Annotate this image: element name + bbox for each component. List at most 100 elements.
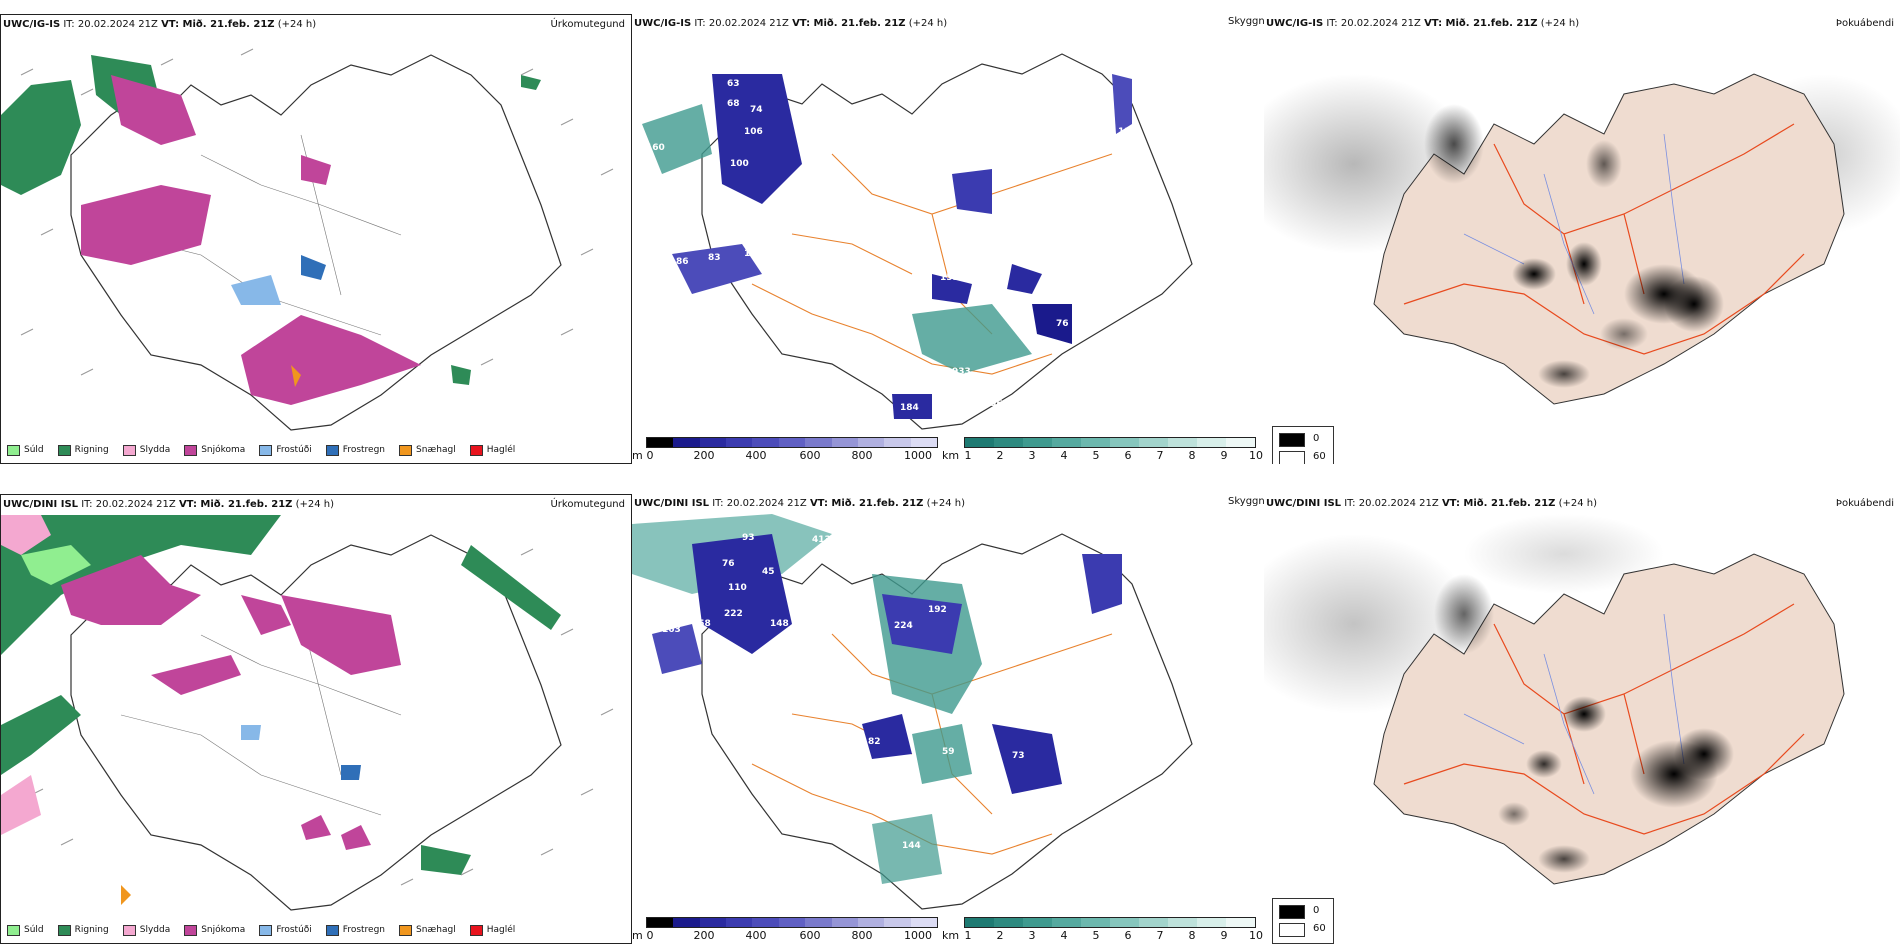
vis-value: 222 [724,609,743,619]
vis-value: 933 [952,367,971,377]
precip-map [1,515,614,911]
vis-value: 86 [676,257,689,267]
legend-item-freezing-drizzle: Frostúði [259,444,312,456]
param-title: Þokuábendi [1835,18,1894,29]
vis-value: 158 [692,619,711,629]
visibility-values: 63 74 68 106 160 100 87 67 86 83 138 78 … [646,79,1137,413]
visibility-colorbar-m: m 0 200 400 600 800 1000 [632,437,942,463]
colorbar-m-swatches [646,917,938,928]
vis-value: 192 [928,605,947,615]
vis-value: 82 [868,737,881,747]
legend-item-snow: Snjókoma [184,444,245,456]
legend-item-hail: Haglél [469,444,515,456]
vis-value: 84 [884,299,897,309]
visibility-map: 63 74 68 106 160 100 87 67 86 83 138 78 … [642,53,1193,430]
vis-value: 59 [942,747,955,757]
colorbar-unit: m [632,929,643,942]
iceland-outline [70,54,562,431]
legend-item-rain: Rigning [57,444,109,456]
vis-value: 83 [708,253,721,263]
param-title-visibility: Skyggni [1228,496,1268,507]
vis-value: 163 [662,625,681,635]
legend-item-snow-pellets: Snæhagl [399,924,456,936]
vis-value: 78 [864,287,877,297]
precip-map [1,48,614,431]
legend-item-snow: Snjókoma [184,924,245,936]
vis-value: 110 [728,583,747,593]
vis-value: 45 [762,567,775,577]
legend-item-freezing-rain: Frostregn [325,924,385,936]
precip-legend: Súld Rigning Slydda Snjókoma Frostúði Fr… [1,917,515,943]
vis-value: 153 [940,273,959,283]
vis-value: 63 [727,79,740,89]
param-title: Úrkomutegund [550,19,625,30]
vis-value: 93 [742,533,755,543]
vis-value: 76 [926,883,939,893]
vis-value: 106 [744,127,763,137]
fog-map [1264,34,1900,434]
vis-value: 160 [646,143,665,153]
visibility-map: 93 413 130 76 45 110 222 158 148 163 63 … [632,514,1193,910]
panel-header: UWC/IG-IS IT: 20.02.2024 21Z VT: Mið. 21… [1266,18,1580,29]
roads [1403,603,1805,835]
legend-item-hail: Haglél [469,924,515,936]
param-title: Úrkomutegund [550,499,625,510]
panel-header: UWC/IG-IS IT: 20.02.2024 21Z VT: Mið. 21… [634,18,948,29]
legend-item-drizzle: Súld [7,924,44,936]
precip-type-panel-top: UWC/IG-IS IT: 20.02.2024 21Z VT: Mið. 21… [0,14,632,464]
panel-header: UWC/DINI ISL IT: 20.02.2024 21Z VT: Mið.… [634,498,966,509]
vis-value: 170 [652,763,671,773]
fog-patches [1424,104,1724,388]
panel-header: UWC/DINI ISL IT: 20.02.2024 21Z VT: Mið.… [3,499,335,510]
vis-value: 224 [894,621,913,631]
vis-value: 74 [750,105,763,115]
visibility-values: 93 413 130 76 45 110 222 158 148 163 63 … [652,533,1025,893]
vis-value: 76 [722,559,735,569]
vis-value: 20 [928,177,941,187]
param-title-visibility: Skyggni [1228,16,1268,27]
vis-value: 138 [744,249,763,259]
rivers [1463,133,1685,315]
vis-value: 130 [872,535,891,545]
vis-value: 144 [902,841,921,851]
panel-header: UWC/DINI ISL IT: 20.02.2024 21Z VT: Mið.… [1266,498,1598,509]
vis-value: 73 [1012,751,1025,761]
vis-value: 68 [727,99,740,109]
vis-value: 76 [1056,319,1069,329]
low-visibility-patches [642,74,1132,419]
vis-value: 184 [900,403,919,413]
vis-value: 85 [744,711,757,721]
precip-patches [1,515,561,905]
colorbar-unit: km [942,449,960,462]
precip-type-panel-bottom: UWC/DINI ISL IT: 20.02.2024 21Z VT: Mið.… [0,494,632,944]
visibility-colorbar-m: m 0 200 400 600 800 1000 [632,917,942,943]
iceland-land [1373,553,1845,885]
precip-legend: Súld Rigning Slydda Snjókoma Frostúði Fr… [1,437,515,463]
visibility-colorbar-km: km 1 2 3 4 5 6 7 8 9 10 [942,437,1264,463]
fog-legend: 0 60 [1272,898,1334,944]
vis-value: 67 [784,215,797,225]
fog-panel-top: UWC/IG-IS IT: 20.02.2024 21Z VT: Mið. 21… [1264,14,1900,464]
vis-value: 413 [812,535,831,545]
precip-patches [1,55,541,405]
colorbar-unit: m [632,449,643,462]
panel-header: UWC/IG-IS IT: 20.02.2024 21Z VT: Mið. 21… [3,19,317,30]
iceland-land [1373,73,1845,405]
legend-item-freezing-rain: Frostregn [325,444,385,456]
vis-value: 148 [770,619,789,629]
colorbar-km-swatches [964,917,1256,928]
vis-value: 436 [984,399,1003,409]
fog-panel-bottom: UWC/DINI ISL IT: 20.02.2024 21Z VT: Mið.… [1264,494,1900,944]
visibility-panel-bottom: UWC/DINI ISL IT: 20.02.2024 21Z VT: Mið.… [632,494,1264,944]
fog-map [1264,514,1900,914]
vis-value: 112 [1118,127,1137,137]
fog-patches [1434,574,1734,873]
legend-item-sleet: Slydda [122,444,170,456]
legend-item-sleet: Slydda [122,924,170,936]
fog-legend: 0 60 [1272,426,1334,464]
legend-item-freezing-drizzle: Frostúði [259,924,312,936]
iceland-outline [70,534,562,911]
legend-item-rain: Rigning [57,924,109,936]
colorbar-m-swatches [646,437,938,448]
low-visibility-patches [632,514,1122,884]
